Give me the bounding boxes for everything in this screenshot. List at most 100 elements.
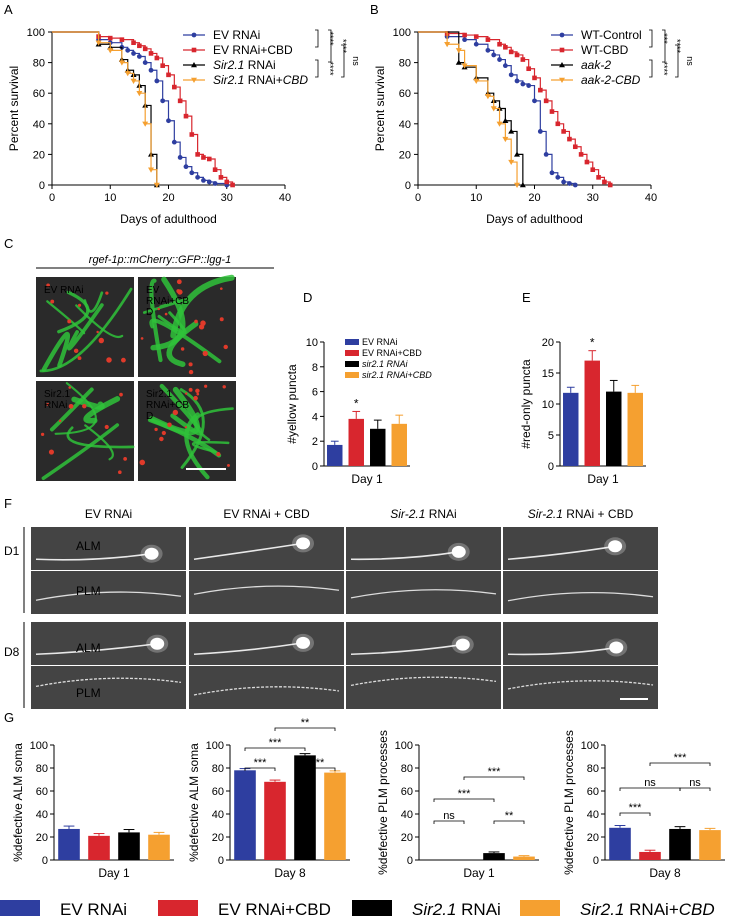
data-point xyxy=(131,40,136,46)
data-point xyxy=(444,42,451,48)
neurite xyxy=(35,642,158,656)
data-point xyxy=(572,144,578,150)
y-tick-label: 60 xyxy=(587,786,599,798)
bar xyxy=(563,392,579,466)
micrograph-background xyxy=(31,666,186,709)
data-point xyxy=(137,43,142,49)
significance-label: **** xyxy=(325,31,335,46)
plm-process xyxy=(350,676,497,687)
data-point xyxy=(462,32,467,38)
gfp-fiber xyxy=(149,318,222,364)
neurite xyxy=(350,551,459,561)
micrograph-background xyxy=(346,622,501,665)
y-tick-label: 0 xyxy=(39,180,45,192)
gfp-fiber xyxy=(83,396,121,424)
soma-glow xyxy=(140,544,163,563)
mcherry-puncta xyxy=(73,348,79,354)
x-tick-label: 20 xyxy=(162,192,174,204)
micrograph-background xyxy=(346,527,501,570)
y-tick-label: 20 xyxy=(587,832,599,844)
data-point xyxy=(160,63,165,68)
y-tick-label: 0 xyxy=(312,461,318,473)
bar xyxy=(669,828,691,860)
mcherry-puncta xyxy=(227,463,230,467)
significance-bracket xyxy=(463,776,525,780)
label-italic-part: CBD xyxy=(679,900,715,919)
neurite xyxy=(350,643,463,656)
micrograph-haze xyxy=(503,666,658,709)
label-part: EV RNAi + CBD xyxy=(223,507,310,521)
significance-bracket xyxy=(493,820,525,824)
data-point xyxy=(125,47,131,53)
bar xyxy=(324,772,346,860)
legend-label: Sir2.1 RNAi xyxy=(213,58,276,72)
data-point xyxy=(201,155,206,160)
alm-soma xyxy=(455,638,470,651)
significance-label: ns xyxy=(644,777,656,789)
data-point xyxy=(189,170,195,176)
y-tick-label: 60 xyxy=(401,786,413,798)
data-point xyxy=(172,84,177,90)
bar xyxy=(118,832,140,860)
data-point xyxy=(491,52,497,58)
significance-label: ns xyxy=(685,56,695,66)
legend-marker xyxy=(191,62,197,68)
mcherry-puncta xyxy=(139,459,146,466)
y-tick-label: 100 xyxy=(206,740,224,752)
legend-label: Sir2.1 RNAi+CBD xyxy=(580,900,715,919)
legend-swatch xyxy=(345,339,359,345)
legend-marker xyxy=(191,47,197,53)
micrograph-haze xyxy=(346,666,501,709)
y-tick-label: 40 xyxy=(36,809,48,821)
legend-label: EV RNAi+CBD xyxy=(218,900,331,919)
data-point xyxy=(142,121,149,127)
y-tick-label: 60 xyxy=(33,88,45,100)
significance-star: * xyxy=(590,336,595,350)
x-tick-label: 0 xyxy=(415,192,421,204)
mcherry-puncta xyxy=(219,317,224,322)
data-point xyxy=(526,66,531,72)
data-point xyxy=(136,91,143,97)
data-point xyxy=(195,174,201,180)
y-tick-label: 0 xyxy=(548,461,554,473)
mcherry-puncta xyxy=(176,279,182,285)
y-tick-label: 80 xyxy=(33,58,45,70)
mcherry-puncta xyxy=(50,299,55,304)
label-italic-part: Sir-2.1 xyxy=(390,507,425,521)
data-point xyxy=(485,47,491,53)
neuron-micrograph xyxy=(503,666,658,709)
bar xyxy=(264,781,286,860)
mcherry-puncta xyxy=(216,451,221,457)
data-point xyxy=(578,152,584,157)
y-tick-label: 80 xyxy=(587,763,599,775)
mcherry-puncta xyxy=(196,392,200,396)
data-point xyxy=(596,175,601,180)
data-point xyxy=(514,151,521,157)
significance-label: **** xyxy=(672,39,682,54)
significance-bracket xyxy=(649,59,653,78)
mcherry-puncta xyxy=(67,319,72,324)
data-point xyxy=(590,167,596,172)
column-title: EV RNAi + CBD xyxy=(223,507,310,521)
mcherry-puncta xyxy=(159,436,164,442)
gfp-fiber xyxy=(149,278,163,363)
y-tick-label: 100 xyxy=(393,27,411,39)
soma-glow xyxy=(605,638,628,657)
mcherry-puncta xyxy=(40,432,45,437)
data-point xyxy=(171,139,177,145)
bar-chart-G4: 0 20 40 60 80 100 Day 8 %defective PLM processe… xyxy=(562,730,725,880)
bar xyxy=(513,856,535,860)
bar xyxy=(391,423,407,466)
neuron-micrograph xyxy=(189,527,344,570)
mcherry-puncta xyxy=(104,424,109,430)
bar xyxy=(234,770,256,860)
plm-process xyxy=(350,589,497,599)
gfp-fiber xyxy=(142,298,186,314)
y-axis-title: #red-only puncta xyxy=(519,359,533,449)
mcherry-puncta xyxy=(188,387,193,392)
data-point xyxy=(148,67,154,73)
data-point xyxy=(473,41,479,47)
mcherry-puncta xyxy=(140,337,144,340)
micrograph-background xyxy=(503,666,658,709)
